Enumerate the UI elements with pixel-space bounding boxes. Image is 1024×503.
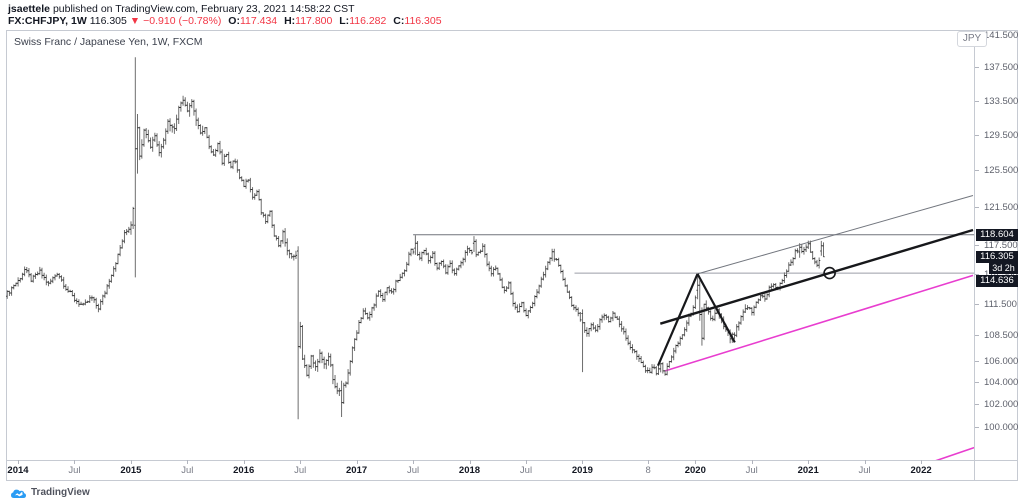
time-tick-mark xyxy=(187,460,189,464)
price-tick-label: 133.500 xyxy=(984,95,1019,107)
time-tick-label: 2020 xyxy=(684,465,706,476)
symbol-label: FX:CHFJPY, 1W xyxy=(8,15,87,27)
price-tick-mark xyxy=(975,67,979,69)
price-tick-mark xyxy=(975,135,979,136)
low-label: L: xyxy=(339,15,350,27)
zigzag-right xyxy=(696,273,736,343)
open-value: 117.434 xyxy=(239,15,278,27)
price-tick-label: 114.500 xyxy=(984,269,1018,280)
tradingview-logo[interactable]: TradingView xyxy=(10,486,90,499)
low-value: 116.282 xyxy=(349,15,387,27)
price-pane xyxy=(6,57,974,460)
time-tick-mark xyxy=(356,460,358,464)
time-tick-mark xyxy=(130,460,132,464)
channel-median xyxy=(659,228,974,325)
price-tick-label: 104.000 xyxy=(984,377,1019,389)
price-tick-mark xyxy=(975,100,979,102)
close-label: C: xyxy=(393,15,405,27)
time-tick-mark xyxy=(695,460,697,464)
ohlc-bar-open-close-ticks xyxy=(6,99,825,404)
price-axis-separator xyxy=(974,30,975,481)
time-tick-mark xyxy=(648,460,650,464)
chart-legend: Swiss Franc / Japanese Yen, 1W, FXCM xyxy=(14,36,203,48)
time-tick-mark xyxy=(921,460,923,464)
target-circle-marker xyxy=(823,266,836,280)
time-tick-label: 2019 xyxy=(571,465,593,476)
price-tick-label: 102.000 xyxy=(984,399,1019,411)
time-tick-label: Jul xyxy=(858,465,871,476)
price-tick-label: 121.500 xyxy=(984,202,1019,213)
time-tick-label: 2015 xyxy=(120,465,142,476)
price-tick-mark xyxy=(975,273,979,275)
open-label: O: xyxy=(228,15,240,27)
price-tick-mark xyxy=(975,244,979,246)
time-tick-mark xyxy=(582,460,584,464)
time-axis-separator xyxy=(6,460,1018,461)
quote-row: FX:CHFJPY, 1W 116.305 ▼ −0.910 (−0.78%) … xyxy=(8,15,442,27)
bar-countdown-chip: 3d 2h xyxy=(989,263,1018,275)
tradingview-logo-text: TradingView xyxy=(31,487,90,498)
time-tick-label: Jul xyxy=(181,465,194,476)
byline-text: published on TradingView.com, February 2… xyxy=(50,3,355,15)
time-tick-mark xyxy=(74,460,76,464)
high-label: H: xyxy=(284,15,296,27)
price-tick-label: 100.000 xyxy=(984,421,1019,433)
channel-top xyxy=(697,195,974,275)
price-label-chip-114.636: 114.636 xyxy=(976,274,1018,287)
tradingview-cloud-icon xyxy=(11,489,26,498)
price-tick-mark xyxy=(975,404,979,406)
price-tick-label: 129.500 xyxy=(984,130,1019,141)
channel-bottom xyxy=(664,274,974,372)
price-tick-label: 106.000 xyxy=(984,355,1019,367)
time-tick-label: Jul xyxy=(68,465,81,476)
time-tick-label: 2016 xyxy=(233,465,255,476)
time-tick-label: Jul xyxy=(519,465,533,476)
currency-toggle-button[interactable]: JPY xyxy=(957,31,987,47)
time-tick-mark xyxy=(18,460,19,464)
last-price: 116.305 xyxy=(89,15,127,27)
time-tick-mark xyxy=(526,460,527,464)
down-arrow-icon: ▼ xyxy=(129,15,141,27)
time-tick-mark xyxy=(808,460,810,464)
time-tick-mark xyxy=(864,460,866,464)
price-tick-label: 141.500 xyxy=(984,30,1019,42)
ohlc-bar-ranges xyxy=(6,57,824,420)
time-tick-label: 2017 xyxy=(346,465,368,476)
price-tick-mark xyxy=(975,334,979,336)
price-tick-label: 108.500 xyxy=(984,329,1019,341)
price-label-chip-116.305: 116.305 xyxy=(976,250,1018,263)
price-tick-label: 137.500 xyxy=(984,62,1019,74)
price-tick-mark xyxy=(975,426,979,428)
time-tick-mark xyxy=(469,460,471,464)
time-tick-mark xyxy=(300,460,302,464)
time-tick-label: 8 xyxy=(645,465,651,476)
price-tick-mark xyxy=(975,360,979,362)
price-tick-label: 117.500 xyxy=(984,239,1018,251)
byline: jsaettele published on TradingView.com, … xyxy=(8,3,355,15)
price-tick-label: 125.500 xyxy=(984,165,1019,177)
price-tick-label: 111.500 xyxy=(984,298,1017,310)
time-tick-mark xyxy=(751,460,753,464)
chart-widget-frame xyxy=(6,30,1018,481)
zigzag-left xyxy=(656,273,699,367)
time-tick-label: 2018 xyxy=(458,465,481,476)
time-tick-mark xyxy=(243,460,245,464)
price-tick-mark xyxy=(975,303,979,305)
price-tick-mark xyxy=(975,207,979,208)
time-tick-label: 2022 xyxy=(910,465,932,476)
price-tick-mark xyxy=(975,170,979,172)
change-text: −0.910 (−0.78%) xyxy=(143,15,222,27)
time-tick-mark xyxy=(413,460,415,464)
author-link[interactable]: jsaettele xyxy=(8,3,51,15)
time-tick-label: Jul xyxy=(745,465,758,476)
outer-pink-support xyxy=(935,446,974,460)
close-value: 116.305 xyxy=(404,15,442,27)
time-tick-label: 2021 xyxy=(797,465,819,476)
price-label-chip-118.604: 118.604 xyxy=(976,228,1018,241)
high-value: 117.800 xyxy=(295,15,333,27)
price-tick-mark xyxy=(975,382,979,384)
time-tick-label: Jul xyxy=(294,465,307,476)
time-tick-label: 2014 xyxy=(7,465,29,476)
time-tick-label: Jul xyxy=(407,465,420,476)
